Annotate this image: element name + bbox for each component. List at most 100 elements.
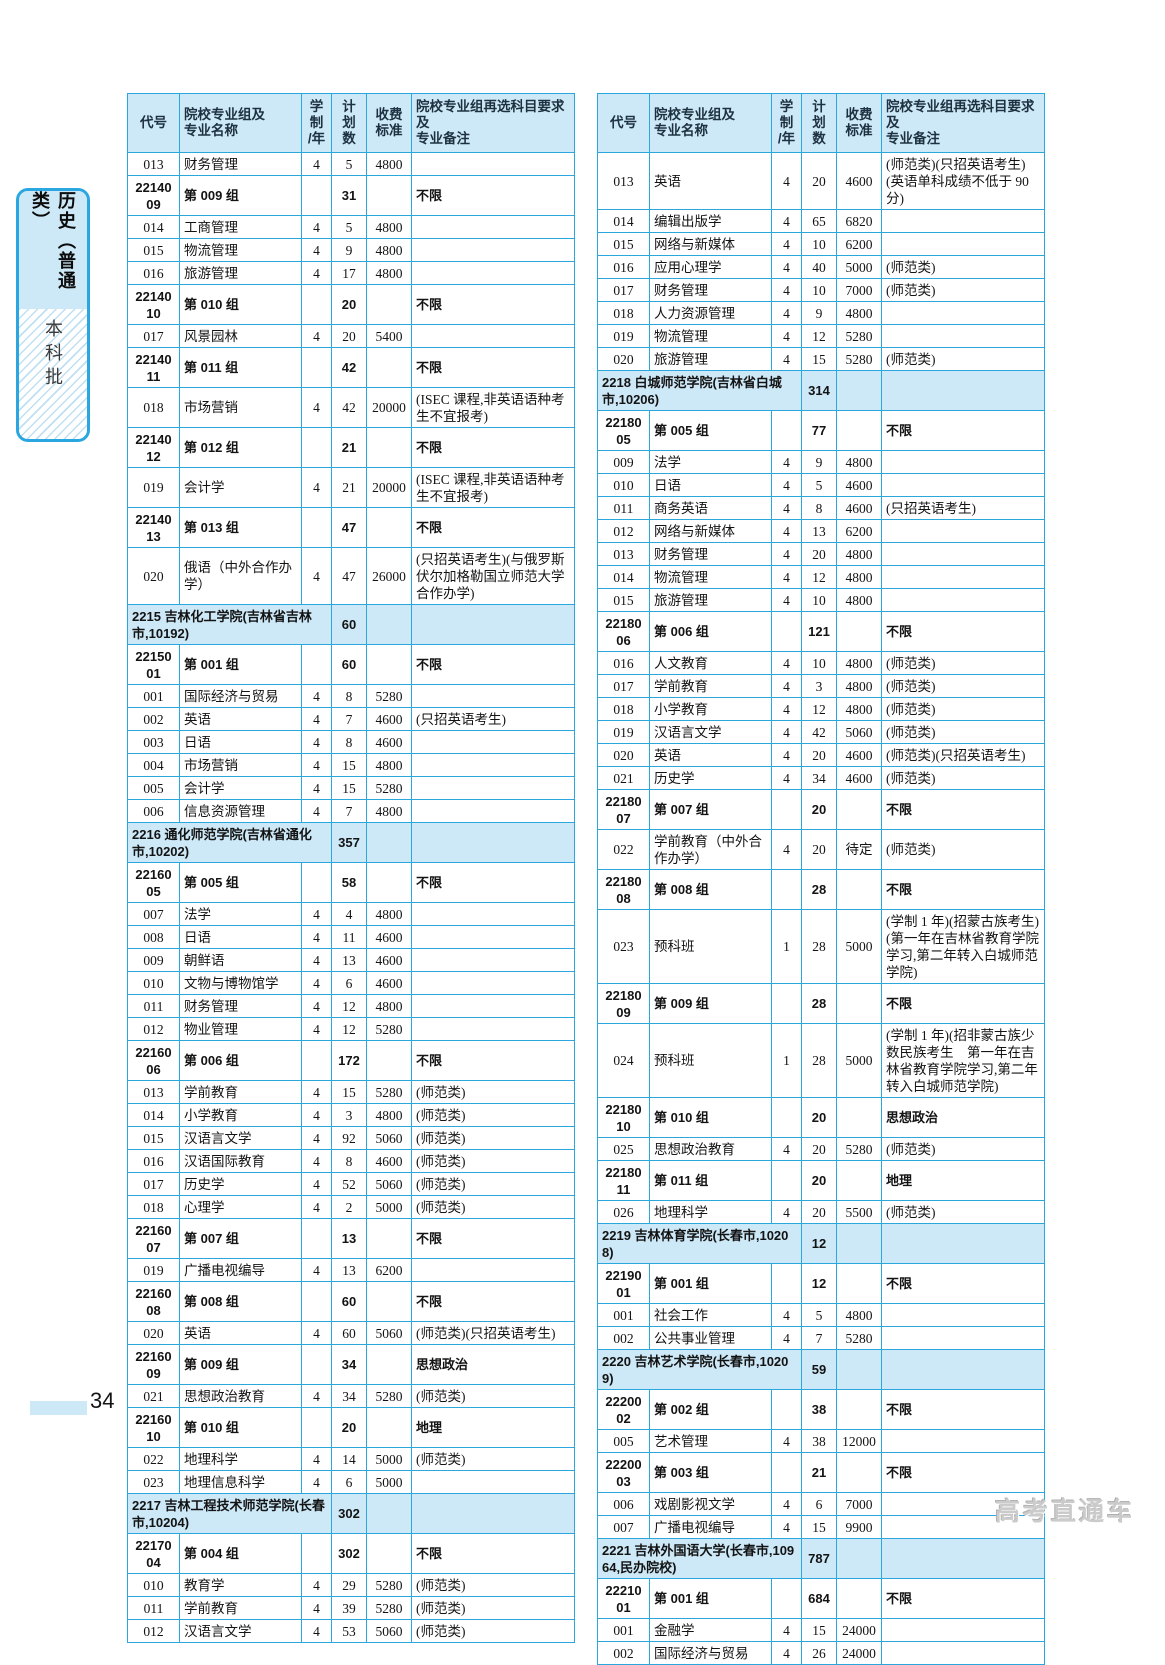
major-row: 002 英语 4 7 4600 (只招英语考生) (127, 707, 575, 731)
major-row: 010 日语 4 5 4600 (597, 473, 1045, 497)
group-row: 2215001 第 001 组 60 不限 (127, 644, 575, 685)
years-cell (301, 1040, 332, 1081)
fee-cell: 7000 (836, 278, 882, 302)
major-row: 018 市场营销 4 42 20000 (ISEC 课程,非英语语种考生不宜报考) (127, 387, 575, 428)
plan-cell: 34 (331, 1344, 367, 1385)
major-name-cell: 编辑出版学 (649, 209, 772, 233)
major-row: 010 文物与博物馆学 4 6 4600 (127, 971, 575, 995)
major-name-cell: 第 004 组 (179, 1533, 302, 1574)
major-row: 015 物流管理 4 9 4800 (127, 238, 575, 262)
note-cell (411, 1493, 575, 1534)
years-cell: 4 (771, 152, 802, 210)
group-row: 2218009 第 009 组 28 不限 (597, 983, 1045, 1024)
sidebar-category-tab: 历史（普通类） 本科批 (16, 188, 90, 442)
plan-cell: 60 (331, 644, 367, 685)
major-name-cell: 金融学 (649, 1618, 772, 1642)
major-row: 010 教育学 4 29 5280 (师范类) (127, 1573, 575, 1597)
group-row: 2214013 第 013 组 47 不限 (127, 507, 575, 548)
years-cell: 4 (301, 902, 332, 926)
major-row: 007 法学 4 4 4800 (127, 902, 575, 926)
code-cell: 015 (127, 238, 180, 262)
note-cell: 思想政治 (881, 1097, 1045, 1138)
fee-cell: 5280 (366, 1080, 412, 1104)
years-cell: 4 (771, 1429, 802, 1453)
code-cell: 022 (597, 829, 650, 870)
fee-cell: 5000 (836, 1023, 882, 1098)
fee-cell: 5280 (366, 1573, 412, 1597)
major-name-cell: 会计学 (179, 467, 302, 508)
plan-cell: 13 (331, 1218, 367, 1259)
code-cell: 020 (597, 743, 650, 767)
code-cell: 2218005 (597, 410, 650, 451)
note-cell (411, 822, 575, 863)
col-header-major-name: 院校专业组及 专业名称 (179, 93, 302, 153)
code-cell: 006 (127, 799, 180, 823)
major-name-cell: 商务英语 (649, 496, 772, 520)
table-header: 代号 院校专业组及 专业名称学 制 /年计 划 数收费 标准 院校专业组再选科目要求… (597, 93, 1045, 153)
years-cell: 4 (301, 215, 332, 239)
note-cell: (师范类) (411, 1103, 575, 1127)
major-name-cell: 小学教育 (649, 697, 772, 721)
fee-cell (366, 1040, 412, 1081)
code-cell: 2217004 (127, 1533, 180, 1574)
note-cell: 不限 (881, 1452, 1045, 1493)
fee-cell: 9900 (836, 1515, 882, 1539)
major-name-cell: 艺术管理 (649, 1429, 772, 1453)
institution-row: 2216 通化师范学院(吉林省通化市,10202) 357 (127, 822, 575, 863)
group-row: 2218011 第 011 组 20 地理 (597, 1160, 1045, 1201)
years-cell: 4 (301, 1149, 332, 1173)
years-cell (771, 1160, 802, 1201)
plan-cell: 3 (801, 674, 837, 698)
years-cell: 4 (771, 766, 802, 790)
fee-cell: 4800 (836, 697, 882, 721)
years-cell (771, 1097, 802, 1138)
plan-cell: 20 (801, 829, 837, 870)
note-cell: (师范类) (881, 278, 1045, 302)
note-cell: (师范类) (411, 1573, 575, 1597)
fee-cell: 4800 (366, 1103, 412, 1127)
code-cell: 008 (127, 925, 180, 949)
note-cell (411, 971, 575, 995)
note-cell: (师范类) (881, 829, 1045, 870)
major-row: 001 金融学 4 15 24000 (597, 1618, 1045, 1642)
major-row: 005 会计学 4 15 5280 (127, 776, 575, 800)
years-cell: 4 (771, 588, 802, 612)
years-cell (771, 869, 802, 910)
years-cell: 4 (301, 1017, 332, 1041)
fee-cell: 5060 (366, 1172, 412, 1196)
major-row: 011 学前教育 4 39 5280 (师范类) (127, 1596, 575, 1620)
fee-cell (836, 1389, 882, 1430)
col-header-years: 学 制 /年 (771, 93, 802, 153)
plan-cell: 7 (331, 707, 367, 731)
note-cell (411, 730, 575, 754)
code-cell: 010 (597, 473, 650, 497)
plan-cell: 10 (801, 588, 837, 612)
plan-cell: 17 (331, 261, 367, 285)
years-cell: 4 (771, 743, 802, 767)
major-name-cell: 第 009 组 (649, 983, 772, 1024)
fee-cell: 6200 (836, 232, 882, 256)
code-cell: 018 (597, 697, 650, 721)
years-cell (301, 347, 332, 388)
major-name-cell: 物流管理 (649, 324, 772, 348)
major-name-cell: 第 008 组 (179, 1281, 302, 1322)
code-cell: 2216007 (127, 1218, 180, 1259)
code-cell: 016 (127, 1149, 180, 1173)
major-name-cell: 旅游管理 (179, 261, 302, 285)
note-cell: 不限 (411, 507, 575, 548)
fee-cell: 4800 (836, 651, 882, 675)
note-cell: (师范类)(只招英语考生) (881, 743, 1045, 767)
plan-cell: 20 (801, 1200, 837, 1224)
major-row: 023 地理信息科学 4 6 5000 (127, 1470, 575, 1494)
code-cell: 006 (597, 1492, 650, 1516)
major-row: 014 工商管理 4 5 4800 (127, 215, 575, 239)
major-name-cell: 财务管理 (179, 152, 302, 176)
major-name-cell: 市场营销 (179, 753, 302, 777)
note-cell: (师范类) (411, 1195, 575, 1219)
code-cell: 019 (597, 720, 650, 744)
code-cell: 2216010 (127, 1407, 180, 1448)
major-name-cell: 英语 (649, 743, 772, 767)
note-cell: (只招英语考生) (881, 496, 1045, 520)
major-row: 019 物流管理 4 12 5280 (597, 324, 1045, 348)
plan-cell: 10 (801, 278, 837, 302)
